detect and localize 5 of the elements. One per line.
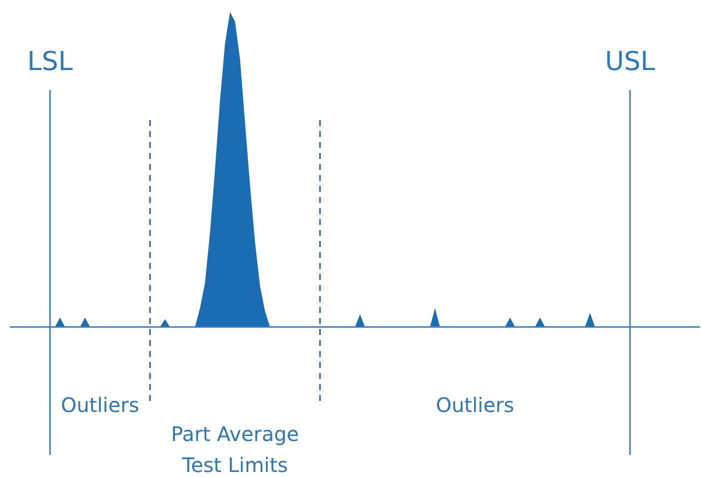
text: Part Average Test Limits <box>171 422 299 477</box>
text: Outliers <box>60 393 140 417</box>
text: Outliers <box>436 393 514 417</box>
annotation: LSL <box>27 47 74 77</box>
annotation: USL <box>604 47 656 77</box>
